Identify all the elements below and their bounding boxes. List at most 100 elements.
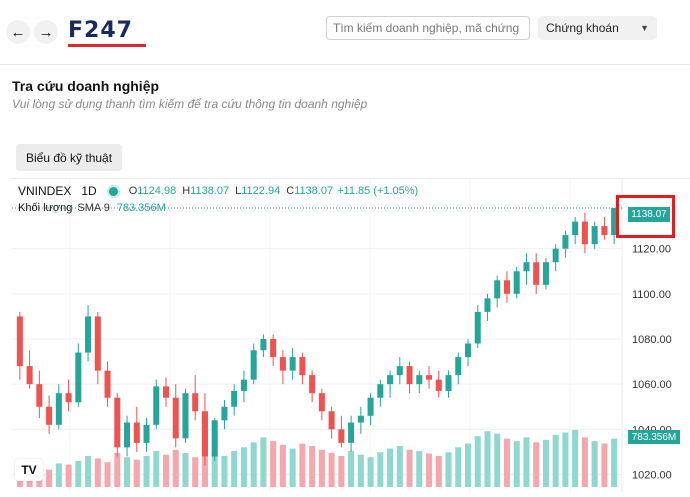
legend-change: +11.85 (+1.05%) [337, 185, 419, 197]
chart-area[interactable]: 1120.001100.001080.001060.001040.001020.… [10, 178, 690, 492]
volume-bar [416, 451, 423, 487]
candle-body [581, 221, 588, 245]
candle-body [289, 357, 296, 371]
candle-body [46, 406, 53, 425]
volume-bar [75, 460, 82, 487]
volume-bar [85, 456, 92, 487]
candle-body [124, 422, 131, 448]
top-bar: ← → F247 Chứng khoán ▼ [0, 0, 690, 65]
volume-bar [611, 438, 618, 487]
legend-interval[interactable]: 1D [81, 184, 97, 198]
candle-body [542, 262, 549, 285]
volume-bar [260, 437, 267, 487]
candle-body [211, 420, 218, 457]
candle-body [562, 235, 569, 249]
candle-body [231, 390, 238, 407]
candle-body [348, 422, 355, 443]
candle-body [523, 262, 530, 272]
candle-body [192, 393, 199, 412]
page-subtitle: Vui lòng sử dụng thanh tìm kiếm để tra c… [12, 97, 368, 111]
candle-body [299, 357, 306, 376]
legend-low-label: L [235, 185, 242, 197]
volume-bar [357, 454, 364, 487]
volume-bar [572, 429, 579, 487]
candle-body [435, 379, 442, 391]
y-tick-label: 1120.00 [632, 244, 671, 256]
volume-bar [114, 452, 121, 487]
candle-body [279, 357, 286, 371]
candle-body [240, 379, 247, 391]
volume-bar [562, 432, 569, 487]
back-button[interactable]: ← [6, 20, 30, 44]
volume-bar [46, 469, 53, 487]
y-tick-label: 1060.00 [632, 379, 672, 391]
volume-bar [94, 458, 101, 487]
candle-body [396, 366, 403, 376]
volume-bar [348, 451, 355, 487]
volume-bar [523, 437, 530, 487]
candle-body [94, 316, 101, 371]
candle-body [552, 248, 559, 263]
market-status-icon [106, 184, 120, 198]
candle-body [367, 397, 374, 416]
volume-bar [192, 457, 199, 487]
technical-chart-button[interactable]: Biểu đồ kỹ thuật [16, 144, 123, 171]
volume-bar [406, 449, 413, 487]
forward-button[interactable]: → [34, 20, 58, 44]
volume-bar [484, 431, 491, 487]
candle-body [464, 343, 472, 358]
candle-body [133, 422, 140, 443]
candle-body [318, 393, 325, 412]
candle-body [503, 280, 510, 294]
volume-bar [172, 449, 179, 487]
volume-bar [318, 449, 325, 487]
volume-bar [201, 448, 208, 487]
volume-bar [426, 453, 433, 487]
volume-bar [494, 433, 501, 487]
arrow-left-icon: ← [10, 23, 26, 41]
volume-bar [591, 441, 598, 487]
candle-body [16, 316, 23, 367]
volume-bar [104, 462, 111, 487]
candle-body [406, 366, 413, 385]
candle-body [484, 298, 491, 312]
volume-bar [309, 446, 316, 487]
volume-bar [377, 452, 384, 487]
candle-body [182, 393, 189, 439]
volume-bar [455, 447, 462, 487]
y-tick-label: 1020.00 [632, 469, 672, 481]
highlight-box [616, 195, 675, 238]
tradingview-logo[interactable]: TV [15, 459, 43, 481]
legend-symbol[interactable]: VNINDEX [18, 184, 72, 198]
volume-bar [250, 442, 257, 487]
candle-body [591, 226, 598, 245]
candle-body [533, 262, 540, 285]
volume-sma: SMA 9 [77, 202, 110, 214]
candle-body [445, 375, 452, 391]
search-input[interactable] [326, 16, 530, 40]
candle-body [114, 397, 121, 448]
volume-bar [581, 437, 588, 487]
candlestick-chart[interactable]: 1120.001100.001080.001060.001040.001020.… [10, 179, 690, 492]
volume-bar [133, 459, 140, 487]
logo-underline [68, 44, 146, 47]
legend-close-label: C [286, 185, 295, 197]
y-tick-label: 1100.00 [632, 289, 671, 301]
candle-body [65, 393, 72, 403]
volume-bar [143, 456, 150, 487]
legend-high-label: H [182, 185, 191, 197]
volume-bar [211, 452, 218, 487]
category-select[interactable]: Chứng khoán ▼ [538, 16, 657, 40]
chevron-down-icon: ▼ [640, 23, 649, 33]
candle-body [328, 411, 335, 430]
candle-body [162, 386, 170, 398]
volume-bar [231, 451, 238, 487]
candle-body [387, 375, 394, 385]
volume-bar [445, 452, 452, 487]
volume-value: 783.356M [116, 202, 166, 214]
candle-body [572, 221, 579, 236]
legend-high: 1138.07 [190, 185, 230, 197]
candle-body [309, 375, 316, 394]
site-logo[interactable]: F247 [68, 18, 133, 43]
